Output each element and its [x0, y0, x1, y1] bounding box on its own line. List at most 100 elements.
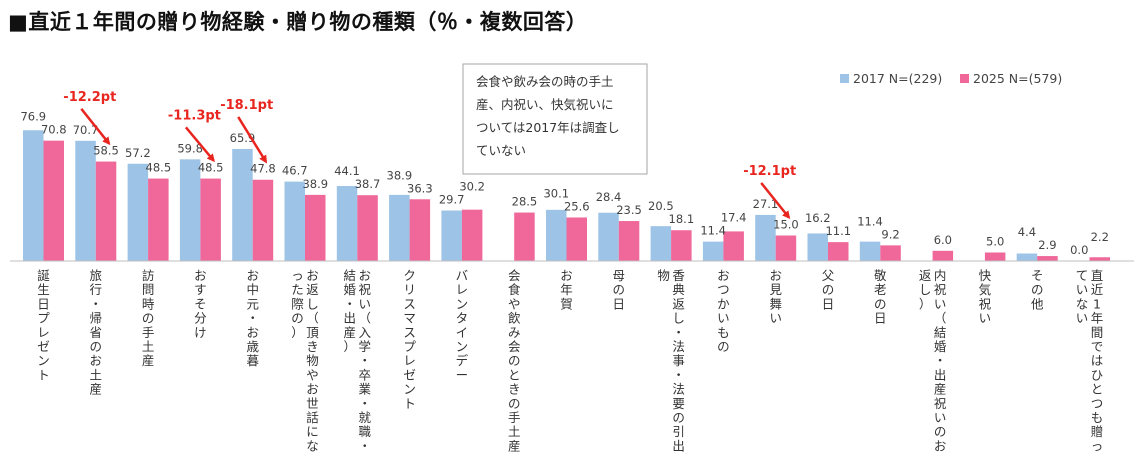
value-label-2017: 0.0: [1070, 243, 1088, 257]
legend-label-2025: 2025 N=(579): [973, 71, 1062, 86]
bar-2017: [284, 181, 305, 261]
bar-2017: [441, 210, 462, 261]
note-box: [462, 63, 648, 175]
bar-2017: [859, 241, 881, 261]
delta-arrow: [760, 182, 791, 220]
category-label: 快気祝い: [979, 268, 992, 326]
value-label-2025: 17.4: [721, 211, 747, 225]
value-label-2017: 28.4: [596, 190, 622, 204]
delta-label: -11.3pt: [168, 108, 221, 123]
delta-label: -12.2pt: [63, 90, 116, 105]
value-label-2017: 38.9: [387, 168, 413, 182]
bar-2025: [200, 178, 221, 261]
bar-2025: [828, 242, 849, 261]
value-label-2017: 44.1: [334, 164, 360, 178]
category-label: その他: [1031, 268, 1044, 311]
bar-2017: [650, 226, 672, 261]
bar-2025: [932, 250, 954, 261]
category-label: クリスマスプレゼント: [403, 268, 416, 411]
value-label-2017: 27.1: [753, 197, 779, 211]
category-label: お年賀: [560, 268, 573, 311]
legend-label-2017: 2017 N=(229): [853, 71, 942, 86]
bar-2017: [127, 163, 149, 261]
value-label-2025: 48.5: [198, 161, 224, 175]
survey-note: 会食や飲み会の時の手土 産、内祝い、快気祝いに ついては2017年は調査し てい…: [462, 63, 648, 175]
legend-swatch-2025: [960, 74, 969, 83]
category-label: 母の日: [613, 268, 626, 311]
value-label-2025: 5.0: [986, 235, 1004, 249]
value-label-2017: 57.2: [125, 146, 151, 160]
category-label: 会食や飲み会のときの手土産: [508, 268, 521, 453]
bar-2017: [807, 233, 828, 261]
bar-2025: [252, 179, 274, 261]
legend-swatch-2017: [840, 74, 849, 83]
delta-arrow: [184, 126, 215, 163]
value-label-2025: 11.1: [825, 224, 851, 238]
value-label-2025: 38.7: [355, 177, 381, 191]
bar-2025: [409, 199, 431, 261]
value-label-2025: 18.1: [669, 212, 695, 226]
value-label-2025: 48.5: [146, 161, 172, 175]
bar-2025: [95, 161, 117, 261]
value-label-2017: 20.5: [648, 199, 674, 213]
value-label-2017: 59.8: [177, 141, 203, 155]
bar-2025: [305, 194, 326, 261]
category-label: お返し（頂き物やお世話になった際の）: [291, 268, 319, 453]
category-label: 直近 1 年間ではひとつも贈っていない: [1076, 268, 1104, 453]
value-label-2025: 36.3: [407, 181, 433, 195]
note-line-4: ていない: [476, 143, 526, 158]
value-label-2017: 11.4: [857, 214, 883, 228]
value-label-2017: 30.1: [543, 186, 569, 200]
bar-2017: [232, 148, 253, 261]
series-2017-bars: [23, 130, 1038, 261]
value-label-2017: 11.4: [700, 224, 726, 238]
delta-arrow: [237, 116, 268, 164]
value-label-2025: 47.8: [250, 162, 276, 176]
category-label: おすそ分け: [194, 268, 207, 340]
category-label: 香典返し・法事・法要の引出物: [657, 268, 685, 453]
bar-2017: [598, 212, 619, 261]
value-label-2017: 4.4: [1018, 225, 1036, 239]
series-2025-bars: [43, 140, 1110, 261]
value-label-2025: 38.9: [302, 177, 328, 191]
note-line-2: 産、内祝い、快気祝いに: [476, 97, 614, 112]
value-labels: 76.970.8 70.758.5 57.248.559.848.565.947.8…: [20, 110, 1108, 257]
bar-2025: [566, 217, 587, 261]
value-label-2025: 70.8: [41, 123, 67, 137]
category-label: 内祝い（結婚・出産祝いのお返し）: [919, 268, 947, 453]
bar-2017: [702, 241, 724, 261]
category-label: 誕生日プレゼント: [37, 268, 50, 382]
bar-2017: [755, 214, 776, 261]
value-label-2025: 2.2: [1091, 230, 1109, 244]
bar-2017: [546, 209, 567, 261]
value-label-2017: 46.7: [282, 164, 308, 178]
note-line-1: 会食や飲み会の時の手土: [476, 74, 614, 89]
value-label-2025: 28.5: [512, 195, 538, 209]
category-label: お中元・お歳暮: [246, 268, 259, 368]
change-annotations: -12.2pt -11.3pt-18.1pt -12.1pt: [63, 90, 796, 220]
category-label: 訪問時の手土産: [142, 268, 155, 368]
value-label-2025: 23.5: [616, 203, 642, 217]
value-label-2025: 30.2: [459, 180, 485, 194]
delta-label: -18.1pt: [220, 98, 273, 113]
value-label-2017: 76.9: [20, 110, 46, 124]
bar-2025: [514, 212, 535, 261]
bar-2025: [984, 252, 1006, 261]
value-label-2025: 58.5: [93, 144, 119, 158]
bar-2025: [618, 221, 640, 261]
category-label: 旅行・帰省のお土産: [90, 268, 103, 397]
value-label-2025: 9.2: [881, 227, 899, 241]
value-label-2017: 16.2: [805, 211, 831, 225]
bar-2025: [880, 245, 901, 261]
legend: 2017 N=(229) 2025 N=(579): [840, 71, 1062, 86]
chart-title: ■直近１年間の贈り物経験・贈り物の種類（％・複数回答）: [8, 10, 588, 34]
category-label: お祝い（入学・卒業・就職・結婚・出産）: [344, 268, 372, 453]
category-label: 父の日: [822, 268, 835, 311]
value-label-2017: 29.7: [439, 193, 465, 207]
bar-2025: [775, 235, 797, 261]
value-label-2017: 70.7: [73, 123, 99, 137]
bar-2025: [1037, 256, 1058, 261]
bar-2025: [357, 195, 378, 261]
bar-2025: [461, 209, 483, 261]
